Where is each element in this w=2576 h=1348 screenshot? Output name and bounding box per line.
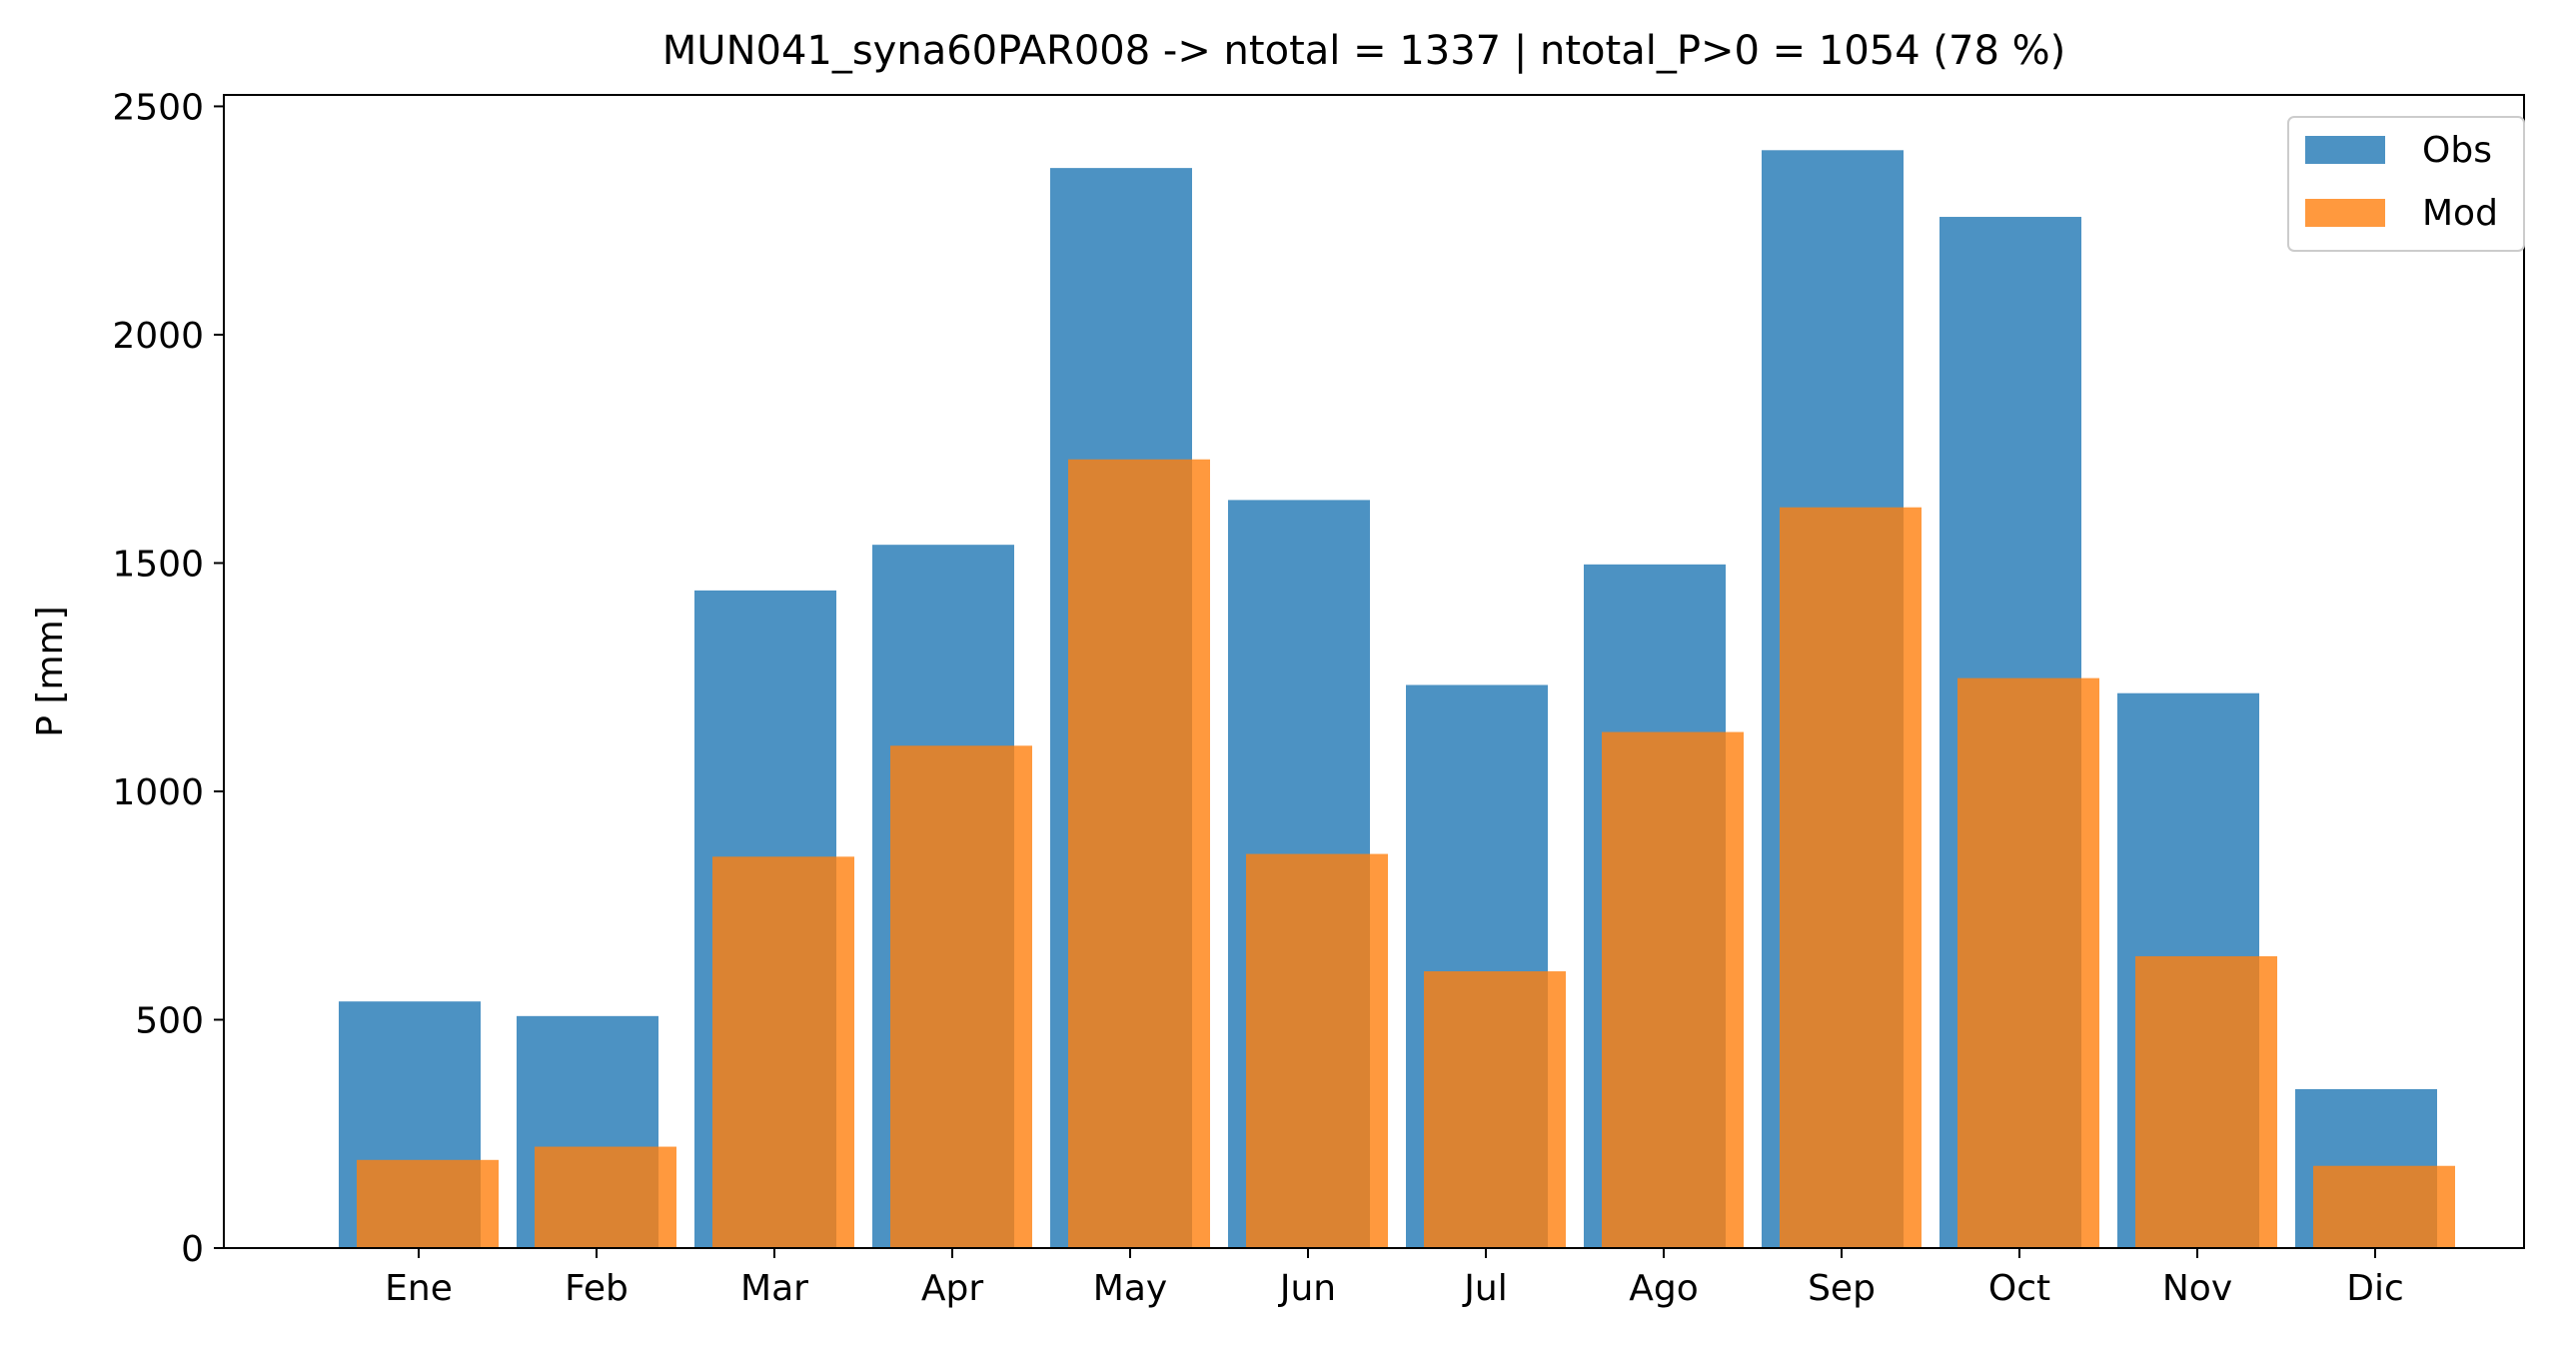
bar-mod-nov [2135,955,2277,1248]
y-tick-label: 1000 [112,772,204,813]
bars-layer [339,150,2455,1249]
chart-title: MUN041_syna60PAR008 -> ntotal = 1337 | n… [662,28,2065,74]
legend-label-obs: Obs [2422,130,2492,171]
bar-mod-apr [890,745,1032,1248]
bar-mod-jul [1424,971,1566,1248]
legend: Obs Mod [2287,116,2525,252]
legend-swatch-mod [2305,199,2385,227]
bar-mod-may [1068,459,1210,1248]
y-tick-label: 2000 [112,316,204,357]
x-tick-label: Ene [385,1268,453,1309]
x-tick-label: Feb [565,1268,629,1309]
x-tick-label: Sep [1808,1268,1876,1309]
x-tick-label: Ago [1629,1268,1699,1309]
x-tick-label: Jul [1462,1268,1507,1309]
x-tick-label: May [1093,1268,1167,1309]
bar-mod-mar [712,856,854,1248]
y-tick-label: 2500 [112,87,204,128]
legend-label-mod: Mod [2422,193,2498,234]
bar-mod-feb [535,1146,676,1248]
y-tick-label: 1500 [112,544,204,585]
bar-mod-dic [2313,1165,2455,1248]
bar-mod-ene [357,1159,499,1248]
x-tick-label: Jun [1278,1268,1336,1309]
x-tick-label: Mar [740,1268,808,1309]
bar-mod-sep [1780,507,1922,1248]
x-tick-label: Apr [921,1268,983,1309]
y-axis: 0 500 1000 1500 2000 2500 [112,87,224,1270]
y-tick-label: 0 [181,1229,204,1270]
plot-frame [223,94,2525,1249]
x-tick-label: Oct [1988,1268,2050,1309]
legend-swatch-obs [2305,136,2385,164]
y-axis-label: P [mm] [30,606,71,736]
x-tick-label: Dic [2346,1268,2404,1309]
bar-mod-oct [1957,677,2099,1248]
x-axis: Ene Feb Mar Apr May Jun Jul Ago Sep Oct Nov Dic [385,1248,2404,1309]
x-tick-label: Nov [2162,1268,2232,1309]
bar-mod-jun [1246,853,1388,1248]
bar-mod-ago [1602,731,1744,1248]
y-tick-label: 500 [135,1000,204,1041]
